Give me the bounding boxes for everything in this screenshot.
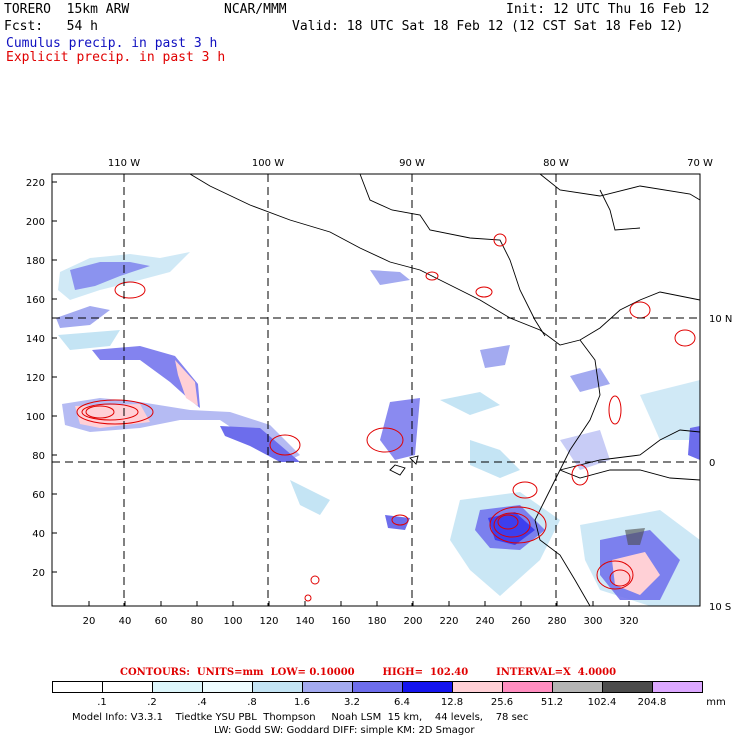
x-tick: 200 bbox=[403, 616, 422, 627]
lon-label: 80 W bbox=[543, 158, 569, 169]
precip-shading bbox=[56, 252, 700, 606]
colorbar-label: 12.8 bbox=[440, 697, 464, 708]
model-title: TORERO 15km ARW bbox=[4, 2, 130, 17]
axis-ticks bbox=[52, 181, 630, 606]
x-tick: 100 bbox=[223, 616, 242, 627]
colorbar-swatch bbox=[352, 681, 403, 693]
x-tick: 260 bbox=[511, 616, 530, 627]
colorbar-swatch bbox=[152, 681, 203, 693]
valid-time: Valid: 18 UTC Sat 18 Feb 12 (12 CST Sat … bbox=[292, 19, 684, 34]
colorbar-label: 25.6 bbox=[490, 697, 514, 708]
colorbar-label: 3.2 bbox=[344, 697, 360, 708]
lat-label: 10 N bbox=[709, 314, 732, 325]
map-frame bbox=[51, 173, 701, 607]
model-info: Model Info: V3.3.1 Tiedtke YSU PBL Thomp… bbox=[72, 712, 529, 723]
y-tick: 20 bbox=[32, 568, 45, 579]
colorbar-swatch bbox=[402, 681, 453, 693]
bottom-ticks: 20 40 60 80 100 120 140 160 180 200 220 … bbox=[83, 616, 639, 627]
colorbar-swatch bbox=[602, 681, 653, 693]
contours-summary: CONTOURS: UNITS=mm LOW= 0.10000 HIGH= 10… bbox=[120, 667, 617, 678]
top-labels: 110 W 100 W 90 W 80 W 70 W bbox=[108, 158, 713, 169]
colorbar-swatch bbox=[452, 681, 503, 693]
x-tick: 60 bbox=[155, 616, 168, 627]
colorbar-label: 1.6 bbox=[294, 697, 310, 708]
y-tick: 100 bbox=[26, 412, 45, 423]
y-tick: 140 bbox=[26, 334, 45, 345]
colorbar-swatch bbox=[652, 681, 703, 693]
colorbar-swatch bbox=[552, 681, 603, 693]
colorbar-label: .1 bbox=[97, 697, 107, 708]
coastlines bbox=[189, 173, 701, 607]
x-tick: 280 bbox=[547, 616, 566, 627]
left-ticks: 220 200 180 160 140 120 100 80 60 40 20 bbox=[26, 178, 45, 579]
x-tick: 80 bbox=[191, 616, 204, 627]
right-labels: 10 N 0 10 S bbox=[709, 314, 732, 613]
x-tick: 300 bbox=[583, 616, 602, 627]
y-tick: 60 bbox=[32, 490, 45, 501]
lon-label: 110 W bbox=[108, 158, 140, 169]
init-time: Init: 12 UTC Thu 16 Feb 12 bbox=[506, 2, 710, 17]
x-tick: 40 bbox=[119, 616, 132, 627]
colorbar-swatch bbox=[502, 681, 553, 693]
colorbar-swatch bbox=[202, 681, 253, 693]
explicit-legend: Explicit precip. in past 3 h bbox=[6, 50, 226, 65]
y-tick: 80 bbox=[32, 451, 45, 462]
explicit-contours bbox=[76, 233, 696, 602]
colorbar-label: 102.4 bbox=[587, 697, 617, 708]
colorbar-label: 6.4 bbox=[394, 697, 410, 708]
x-tick: 180 bbox=[367, 616, 386, 627]
colorbar-unit: mm bbox=[706, 697, 726, 708]
colorbar-label: .2 bbox=[147, 697, 157, 708]
lat-label: 10 S bbox=[709, 602, 731, 613]
physics-info: LW: Godd SW: Goddard DIFF: simple KM: 2D… bbox=[214, 725, 475, 736]
lon-label: 90 W bbox=[399, 158, 425, 169]
colorbar-swatch bbox=[102, 681, 153, 693]
y-tick: 40 bbox=[32, 529, 45, 540]
y-tick: 180 bbox=[26, 256, 45, 267]
lon-label: 70 W bbox=[687, 158, 713, 169]
colorbar-swatch bbox=[252, 681, 303, 693]
x-tick: 120 bbox=[259, 616, 278, 627]
colorbar-swatch bbox=[52, 681, 103, 693]
cumulus-legend: Cumulus precip. in past 3 h bbox=[6, 36, 218, 51]
forecast-hour: Fcst: 54 h bbox=[4, 19, 98, 34]
y-tick: 160 bbox=[26, 295, 45, 306]
lat-label: 0 bbox=[709, 458, 715, 469]
colorbar-label: .4 bbox=[197, 697, 207, 708]
x-tick: 20 bbox=[83, 616, 96, 627]
colorbar-swatch bbox=[302, 681, 353, 693]
colorbar-label: 204.8 bbox=[637, 697, 667, 708]
colorbar-label: 51.2 bbox=[540, 697, 564, 708]
y-tick: 220 bbox=[26, 178, 45, 189]
x-tick: 160 bbox=[331, 616, 350, 627]
org-label: NCAR/MMM bbox=[224, 2, 287, 17]
lon-label: 100 W bbox=[252, 158, 284, 169]
graticule bbox=[52, 174, 700, 606]
x-tick: 140 bbox=[295, 616, 314, 627]
colorbar-label: .8 bbox=[247, 697, 257, 708]
x-tick: 240 bbox=[475, 616, 494, 627]
x-tick: 320 bbox=[619, 616, 638, 627]
y-tick: 120 bbox=[26, 373, 45, 384]
y-tick: 200 bbox=[26, 217, 45, 228]
x-tick: 220 bbox=[439, 616, 458, 627]
